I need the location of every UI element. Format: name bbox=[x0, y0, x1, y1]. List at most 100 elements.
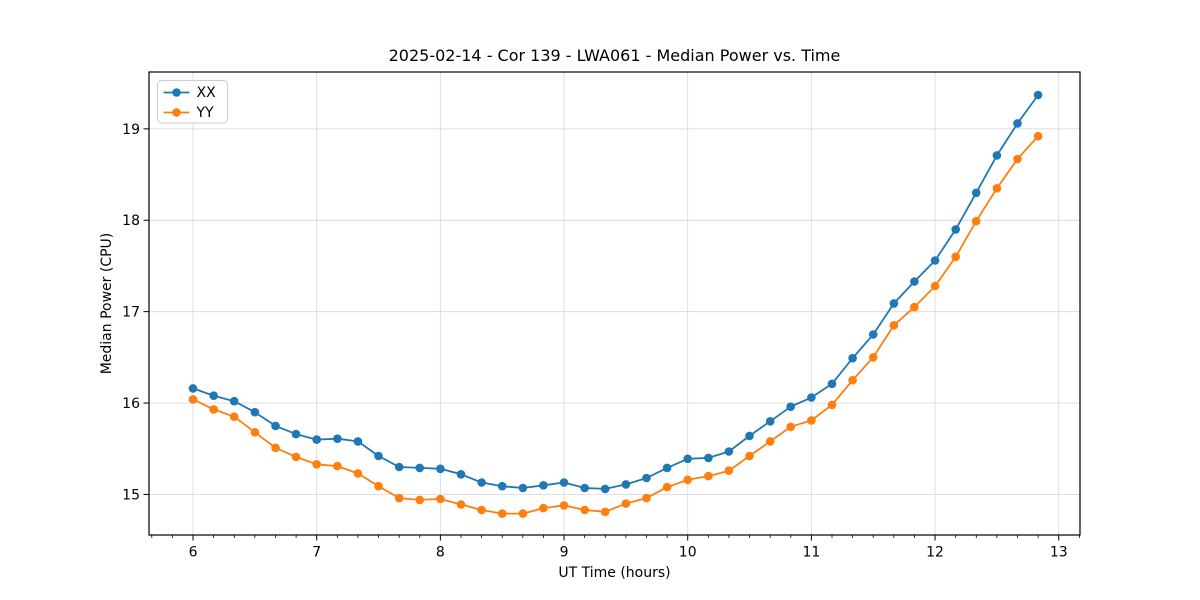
data-point bbox=[889, 299, 899, 308]
legend-marker-xx bbox=[172, 88, 181, 97]
legend-marker-yy bbox=[172, 108, 181, 117]
data-point bbox=[250, 407, 260, 417]
data-point bbox=[559, 501, 569, 510]
data-point bbox=[1033, 90, 1043, 100]
data-point bbox=[827, 400, 837, 410]
data-point bbox=[786, 402, 795, 412]
legend-label-xx: XX bbox=[197, 85, 217, 101]
data-point bbox=[353, 469, 363, 478]
chart-title: 2025-02-14 - Cor 139 - LWA061 - Median P… bbox=[389, 46, 841, 65]
data-point bbox=[745, 431, 754, 441]
data-point bbox=[683, 454, 692, 464]
data-point bbox=[745, 451, 754, 461]
x-tick-label: 11 bbox=[802, 545, 820, 561]
y-tick-label: 16 bbox=[122, 396, 140, 412]
data-point bbox=[312, 460, 322, 469]
x-tick-label: 10 bbox=[679, 545, 697, 561]
data-point bbox=[971, 216, 981, 226]
x-tick-label: 8 bbox=[436, 545, 445, 561]
data-point bbox=[642, 493, 651, 503]
data-point bbox=[497, 509, 507, 518]
data-point bbox=[910, 302, 919, 312]
data-point bbox=[704, 471, 713, 481]
data-point bbox=[333, 434, 342, 444]
data-point bbox=[765, 437, 775, 446]
data-point bbox=[209, 405, 218, 414]
data-point bbox=[910, 277, 919, 286]
y-axis-label: Median Power (CPU) bbox=[99, 233, 115, 375]
data-point bbox=[518, 509, 528, 518]
y-tick-label: 15 bbox=[122, 487, 140, 503]
data-point bbox=[930, 281, 940, 291]
data-point bbox=[848, 353, 857, 363]
data-point bbox=[188, 395, 198, 404]
plot-border bbox=[148, 71, 1081, 536]
data-point bbox=[415, 495, 425, 505]
data-point bbox=[1013, 119, 1022, 128]
x-tick-label: 6 bbox=[189, 545, 198, 561]
data-point bbox=[271, 421, 280, 431]
data-point bbox=[724, 447, 734, 456]
data-point bbox=[580, 483, 589, 493]
data-point bbox=[951, 225, 960, 234]
data-series-layer bbox=[188, 90, 1043, 518]
data-point bbox=[436, 464, 445, 474]
data-point bbox=[600, 484, 610, 494]
data-point bbox=[992, 151, 1002, 160]
data-point bbox=[1013, 154, 1022, 164]
axis-tick-labels: 6 7 8 9 10 11 12 13 15 16 17 18 19 bbox=[122, 122, 1067, 561]
data-point bbox=[229, 412, 239, 422]
data-point bbox=[353, 437, 363, 446]
x-tick-label: 13 bbox=[1050, 545, 1068, 561]
data-point bbox=[765, 417, 775, 426]
x-axis-label: UT Time (hours) bbox=[558, 565, 670, 581]
data-point bbox=[889, 321, 899, 330]
data-point bbox=[333, 461, 342, 471]
data-point bbox=[312, 435, 322, 444]
data-point bbox=[621, 480, 631, 489]
data-point bbox=[374, 451, 383, 461]
data-point bbox=[497, 481, 507, 491]
data-point bbox=[394, 462, 404, 472]
data-point bbox=[456, 500, 466, 509]
gridlines bbox=[149, 72, 1080, 535]
x-tick-label: 12 bbox=[926, 545, 944, 561]
data-point bbox=[580, 505, 589, 515]
data-point bbox=[704, 453, 713, 463]
data-point bbox=[786, 422, 795, 432]
data-point bbox=[477, 478, 486, 487]
axis-ticks bbox=[143, 128, 1080, 541]
series-markers-xx bbox=[188, 90, 1043, 494]
data-point bbox=[209, 391, 218, 401]
data-point bbox=[271, 443, 280, 453]
data-point bbox=[291, 452, 301, 462]
data-point bbox=[848, 375, 857, 385]
y-tick-label: 18 bbox=[122, 213, 140, 229]
data-point bbox=[559, 478, 569, 487]
data-point bbox=[683, 475, 692, 485]
x-tick-label: 7 bbox=[312, 545, 321, 561]
data-point bbox=[1033, 131, 1043, 141]
data-point bbox=[992, 184, 1002, 193]
series-line-yy bbox=[192, 135, 1039, 515]
data-point bbox=[229, 396, 239, 406]
data-point bbox=[662, 463, 672, 473]
data-point bbox=[436, 494, 445, 504]
data-point bbox=[539, 481, 548, 490]
data-point bbox=[477, 505, 486, 515]
legend-box bbox=[157, 80, 228, 124]
series-markers-yy bbox=[188, 131, 1043, 518]
data-point bbox=[951, 252, 960, 262]
data-point bbox=[374, 481, 383, 491]
data-point bbox=[642, 473, 651, 483]
data-point bbox=[807, 393, 816, 402]
data-point bbox=[394, 493, 404, 503]
data-point bbox=[807, 416, 816, 425]
data-point bbox=[539, 503, 548, 513]
data-point bbox=[518, 483, 528, 493]
data-point bbox=[868, 330, 878, 339]
data-point bbox=[971, 188, 981, 198]
data-point bbox=[415, 463, 425, 473]
